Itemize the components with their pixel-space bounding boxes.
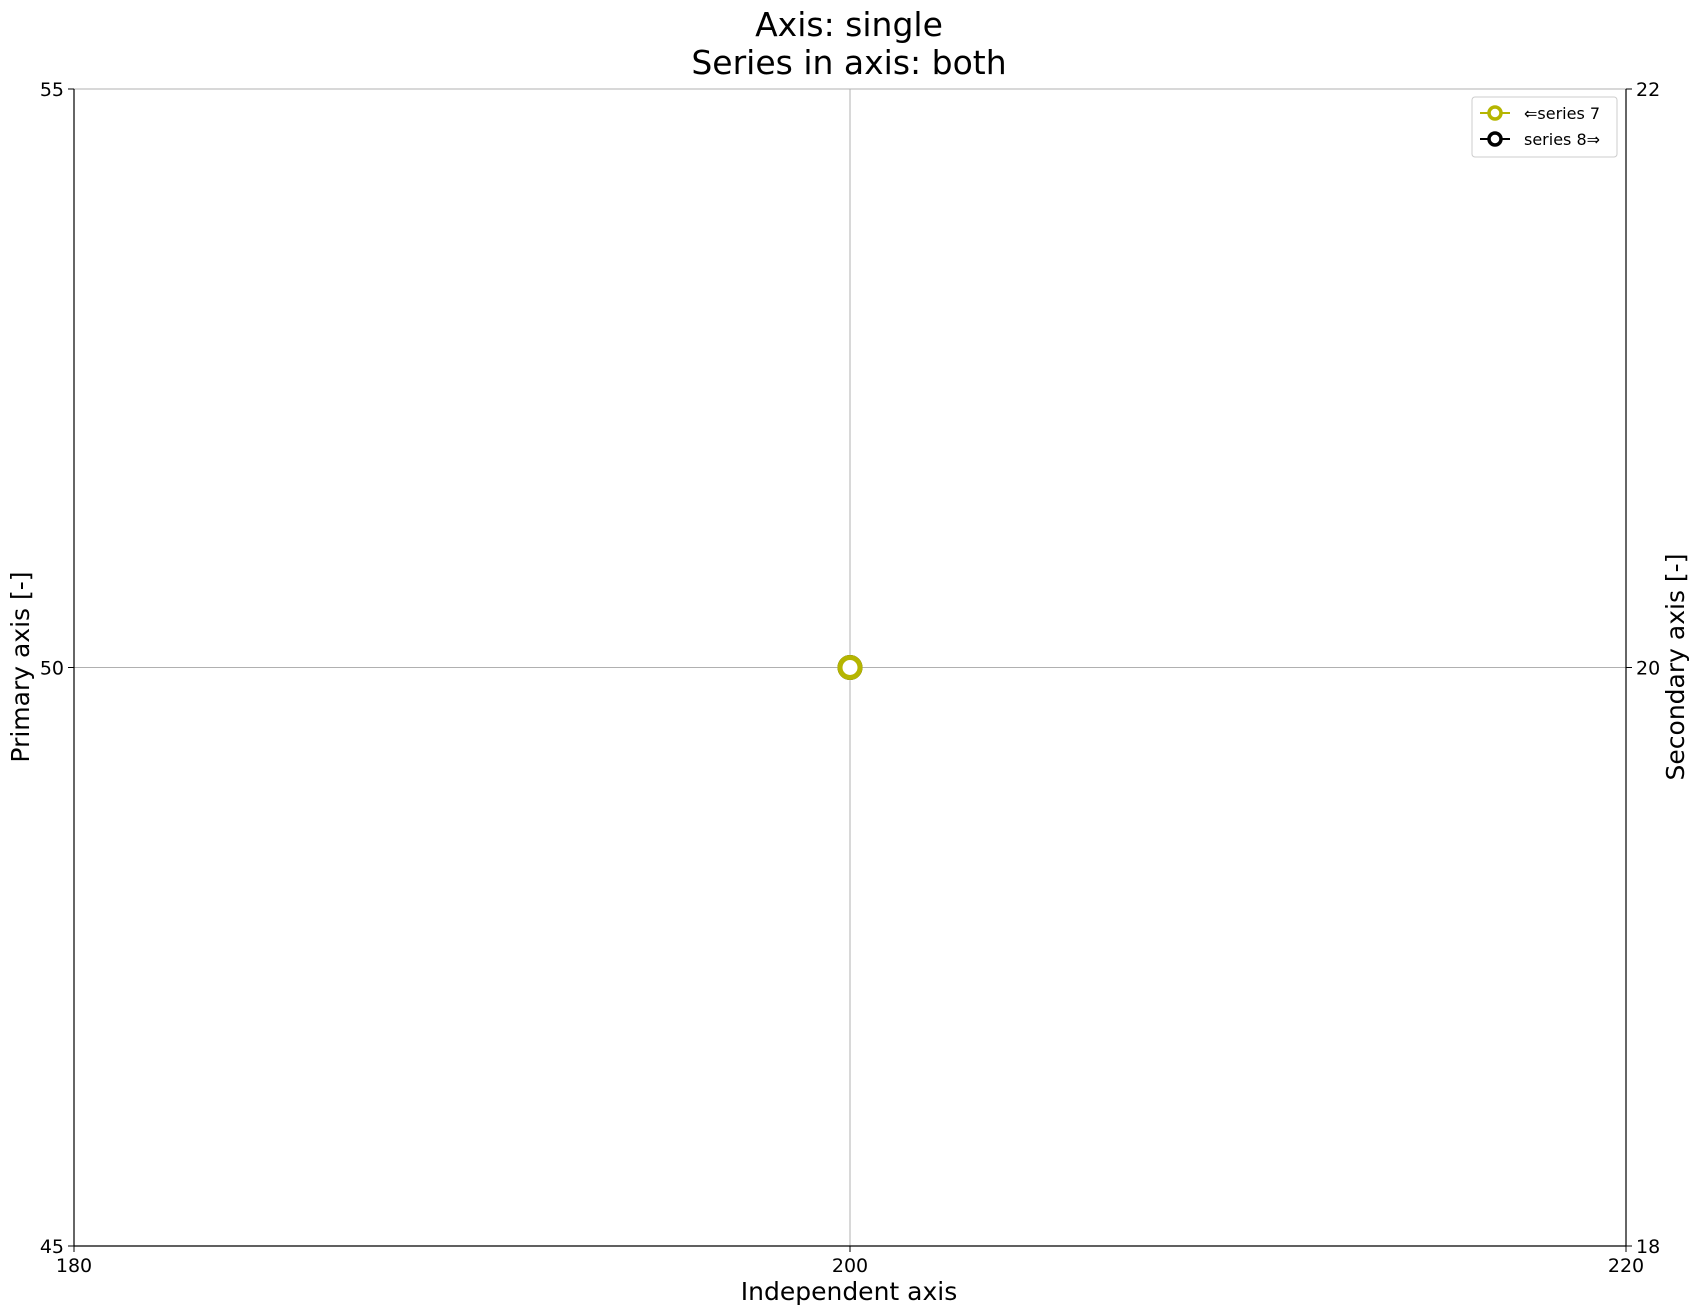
y2-tick-label-1: 20	[1636, 658, 1660, 680]
secondary-y-axis-label: Secondary axis [-]	[1661, 554, 1690, 781]
chart-title: Axis: single Series in axis: both	[691, 5, 1006, 82]
legend-label-1: ⇐series 7	[1524, 104, 1600, 123]
y2-tick-label-2: 22	[1636, 79, 1660, 101]
series-layer	[837, 655, 863, 680]
y-tick-label-1: 50	[40, 658, 64, 680]
chart-title-line2: Series in axis: both	[691, 43, 1006, 82]
y-tick-label-2: 55	[40, 79, 64, 101]
series-1-point-0	[837, 655, 863, 680]
y2-tick-label-0: 18	[1636, 1236, 1660, 1258]
x-tick-label-2: 220	[1608, 1255, 1644, 1277]
chart-title-line1: Axis: single	[755, 5, 943, 44]
legend-marker-1	[1487, 105, 1503, 121]
x-tick-label-1: 200	[832, 1255, 868, 1277]
legend: ⇐series 7 series 8⇒	[1471, 96, 1618, 158]
axis-ticks: 180 200 220 45 50 55 18 20 22	[40, 79, 1660, 1277]
primary-y-axis-label: Primary axis [-]	[6, 571, 35, 762]
x-axis-label: Independent axis	[741, 1277, 958, 1306]
legend-marker-2	[1487, 131, 1503, 147]
x-tick-label-0: 180	[56, 1255, 92, 1277]
legend-label-2: series 8⇒	[1524, 130, 1600, 149]
y-tick-label-0: 45	[40, 1236, 64, 1258]
